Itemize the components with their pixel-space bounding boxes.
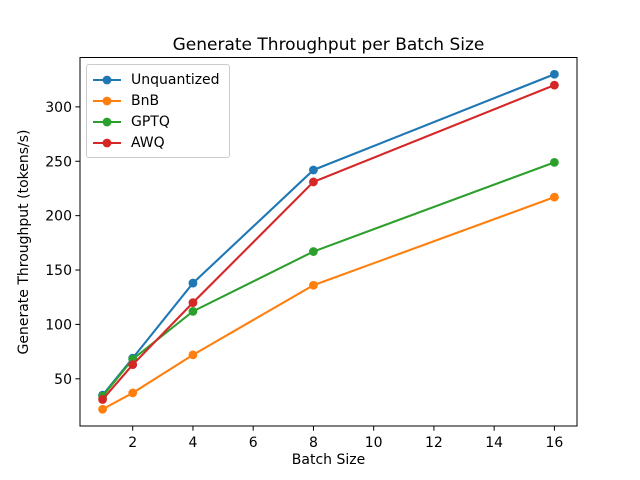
legend-label: Unquantized — [131, 71, 220, 88]
legend-entry-bnb: BnB — [93, 90, 220, 111]
data-point-marker — [550, 192, 559, 202]
data-point-marker — [309, 280, 318, 290]
y-tick-label: 150 — [45, 263, 72, 279]
legend-label: AWQ — [131, 134, 165, 151]
x-tick-label: 2 — [128, 435, 137, 451]
legend-entry-unquantized: Unquantized — [93, 69, 220, 90]
y-tick-label: 200 — [45, 209, 72, 225]
y-tick-label: 250 — [45, 154, 72, 170]
x-tick-label: 4 — [188, 435, 197, 451]
data-point-marker — [188, 306, 198, 316]
data-point-marker — [188, 350, 198, 360]
data-point-marker — [550, 157, 559, 167]
series-line-bnb — [101, 196, 556, 411]
x-tick-label: 16 — [545, 435, 563, 451]
x-tick-label: 8 — [309, 435, 318, 451]
legend-entry-gptq: GPTQ — [93, 111, 220, 132]
data-point-marker — [128, 360, 138, 370]
legend-line-marker-icon — [93, 138, 121, 147]
x-tick-label: 6 — [249, 435, 258, 451]
legend-line-marker-icon — [93, 117, 121, 126]
data-point-marker — [550, 69, 559, 79]
x-tick-label: 10 — [365, 435, 383, 451]
legend-line-marker-icon — [93, 96, 121, 105]
y-tick-label: 50 — [54, 372, 72, 388]
data-point-marker — [309, 177, 318, 187]
legend-label: BnB — [131, 92, 160, 109]
legend: Unquantized BnB GPTQ AWQ — [86, 64, 230, 158]
data-point-marker — [188, 298, 198, 308]
data-point-marker — [188, 278, 198, 288]
data-point-marker — [309, 247, 318, 256]
x-axis-label: Batch Size — [291, 452, 366, 468]
x-tick-label: 12 — [425, 435, 443, 451]
legend-entry-awq: AWQ — [93, 132, 220, 153]
chart-title: Generate Throughput per Batch Size — [172, 35, 485, 55]
legend-line-marker-icon — [93, 75, 121, 84]
data-point-marker — [309, 165, 318, 175]
y-tick-label: 300 — [45, 100, 72, 116]
y-tick-label: 100 — [45, 317, 72, 333]
data-point-marker — [550, 80, 559, 90]
legend-label: GPTQ — [131, 113, 170, 130]
data-point-marker — [98, 404, 107, 414]
plot-border — [79, 57, 578, 427]
x-tick-label: 14 — [485, 435, 503, 451]
data-point-marker — [128, 388, 138, 398]
data-point-marker — [98, 395, 107, 404]
